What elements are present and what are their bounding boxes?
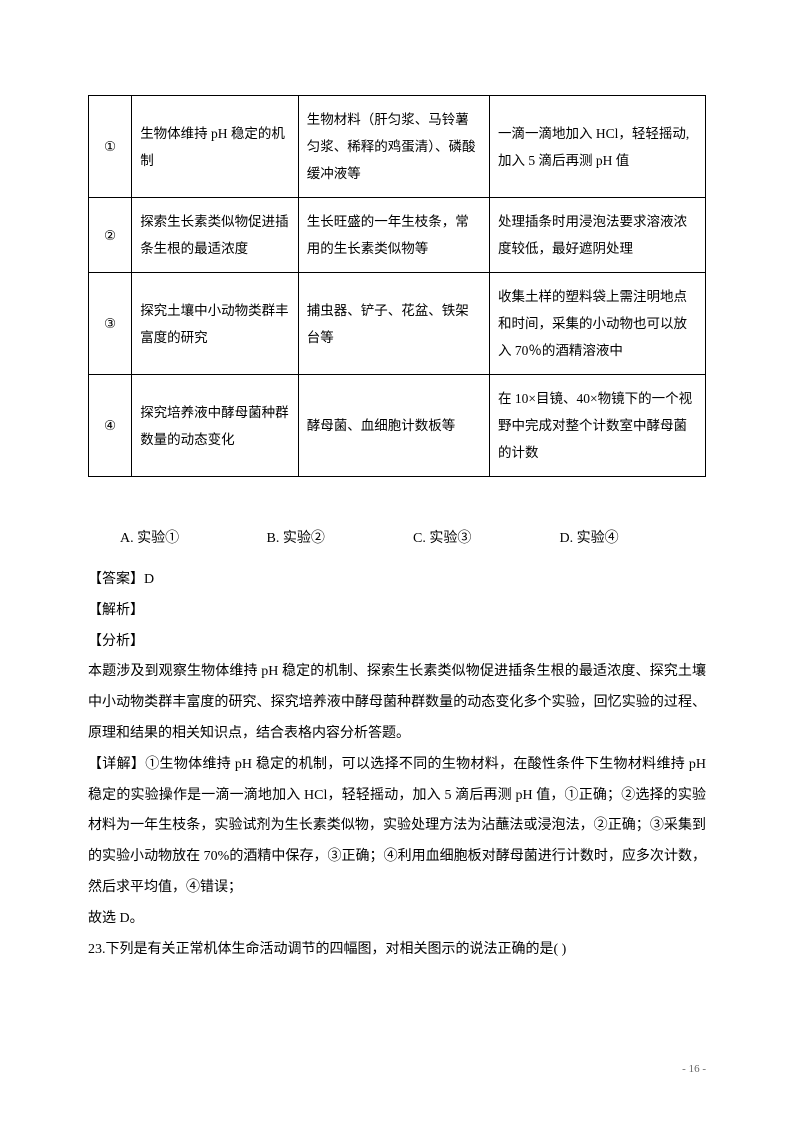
experiment-title: 生物体维持 pH 稳定的机制 (132, 96, 299, 198)
detail-text: 【详解】①生物体维持 pH 稳定的机制，可以选择不同的生物材料，在酸性条件下生物… (88, 750, 706, 904)
experiment-materials: 捕虫器、铲子、花盆、铁架台等 (298, 273, 489, 375)
answer-section: 【答案】D 【解析】 【分析】 本题涉及到观察生物体维持 pH 稳定的机制、探索… (88, 565, 706, 965)
experiment-materials: 生长旺盛的一年生枝条，常用的生长素类似物等 (298, 198, 489, 273)
row-number: ① (89, 96, 132, 198)
experiment-materials: 生物材料（肝匀浆、马铃薯匀浆、稀释的鸡蛋清）、磷酸缓冲液等 (298, 96, 489, 198)
experiment-title: 探索生长素类似物促进插条生根的最适浓度 (132, 198, 299, 273)
row-number: ③ (89, 273, 132, 375)
answer-label: 【答案】D (88, 565, 706, 596)
row-number: ④ (89, 375, 132, 477)
analysis-label: 【分析】 (88, 627, 706, 658)
explain-label: 【解析】 (88, 596, 706, 627)
table-row: ④ 探究培养液中酵母菌种群数量的动态变化 酵母菌、血细胞计数板等 在 10×目镜… (89, 375, 706, 477)
option-a: A. 实验① (120, 527, 267, 547)
experiment-table: ① 生物体维持 pH 稳定的机制 生物材料（肝匀浆、马铃薯匀浆、稀释的鸡蛋清）、… (88, 95, 706, 477)
experiment-operation: 处理插条时用浸泡法要求溶液浓度较低，最好遮阴处理 (490, 198, 706, 273)
page-number: - 16 - (682, 1063, 706, 1075)
table-row: ① 生物体维持 pH 稳定的机制 生物材料（肝匀浆、马铃薯匀浆、稀释的鸡蛋清）、… (89, 96, 706, 198)
table-row: ③ 探究土壤中小动物类群丰富度的研究 捕虫器、铲子、花盆、铁架台等 收集土样的塑… (89, 273, 706, 375)
answer-options: A. 实验① B. 实验② C. 实验③ D. 实验④ (88, 527, 706, 547)
conclusion-text: 故选 D。 (88, 904, 706, 935)
row-number: ② (89, 198, 132, 273)
experiment-operation: 在 10×目镜、40×物镜下的一个视野中完成对整个计数室中酵母菌的计数 (490, 375, 706, 477)
table-row: ② 探索生长素类似物促进插条生根的最适浓度 生长旺盛的一年生枝条，常用的生长素类… (89, 198, 706, 273)
experiment-title: 探究培养液中酵母菌种群数量的动态变化 (132, 375, 299, 477)
option-d: D. 实验④ (560, 527, 707, 547)
analysis-text: 本题涉及到观察生物体维持 pH 稳定的机制、探索生长素类似物促进插条生根的最适浓… (88, 657, 706, 749)
experiment-title: 探究土壤中小动物类群丰富度的研究 (132, 273, 299, 375)
experiment-operation: 一滴一滴地加入 HCl，轻轻摇动,加入 5 滴后再测 pH 值 (490, 96, 706, 198)
question-23: 23.下列是有关正常机体生命活动调节的四幅图，对相关图示的说法正确的是( ) (88, 935, 706, 966)
experiment-materials: 酵母菌、血细胞计数板等 (298, 375, 489, 477)
experiment-operation: 收集土样的塑料袋上需注明地点和时间，采集的小动物也可以放入 70％的酒精溶液中 (490, 273, 706, 375)
option-b: B. 实验② (267, 527, 414, 547)
option-c: C. 实验③ (413, 527, 560, 547)
